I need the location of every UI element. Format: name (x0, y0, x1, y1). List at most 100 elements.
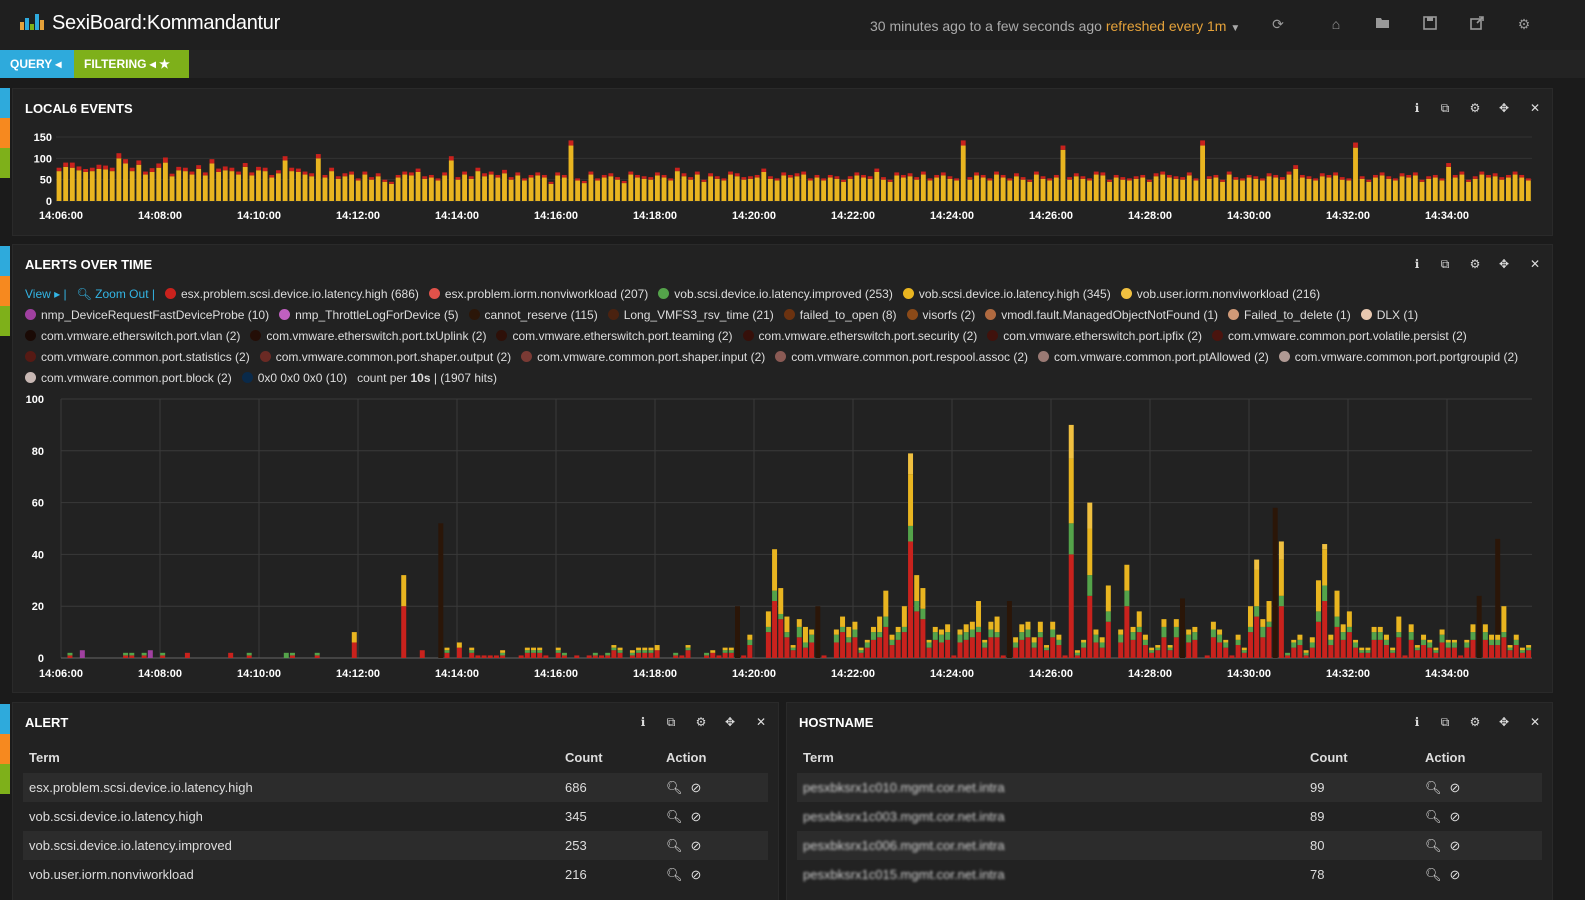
histogram-bar-segment (309, 173, 315, 177)
legend-item[interactable]: vob.user.iorm.nonviworkload (216) (1120, 287, 1320, 301)
view-menu-link[interactable]: View ▸ | (25, 287, 67, 301)
legend-item[interactable]: visorfs (2) (906, 308, 975, 322)
stacked-bar-segment (1309, 637, 1315, 643)
refresh-interval[interactable]: refreshed every 1m (1105, 18, 1227, 34)
close-icon[interactable]: ✕ (1529, 715, 1541, 729)
ban-icon[interactable]: ⊘ (690, 780, 702, 795)
legend-item[interactable]: com.vmware.etherswitch.port.vlan (2) (25, 329, 240, 343)
save-icon[interactable] (1421, 16, 1439, 34)
legend-item[interactable]: nmp_ThrottleLogForDevice (5) (279, 308, 459, 322)
close-icon[interactable]: ✕ (1529, 101, 1541, 115)
legend-item[interactable]: com.vmware.etherswitch.port.ipfix (2) (987, 329, 1202, 343)
histogram-bar (1399, 176, 1405, 201)
legend-item[interactable]: vob.scsi.device.io.latency.improved (253… (658, 287, 893, 301)
column-header-term[interactable]: Term (803, 750, 834, 765)
close-icon[interactable]: ✕ (755, 715, 767, 729)
legend-item[interactable]: Failed_to_delete (1) (1227, 308, 1351, 322)
legend-item[interactable]: cannot_reserve (115) (468, 308, 598, 322)
move-icon[interactable]: ✥ (1498, 257, 1510, 271)
search-icon[interactable]: 🔍︎ (1425, 780, 1442, 795)
move-icon[interactable]: ✥ (724, 715, 736, 729)
info-icon[interactable]: ℹ (1414, 715, 1420, 729)
info-icon[interactable]: ℹ (1414, 101, 1420, 115)
histogram-bar (295, 171, 301, 201)
histogram-bar (987, 180, 993, 201)
gear-icon[interactable]: ⚙ (1517, 16, 1531, 32)
search-icon[interactable]: 🔍︎ (1425, 838, 1442, 853)
move-icon[interactable]: ✥ (1498, 715, 1510, 729)
legend-item[interactable]: com.vmware.etherswitch.port.teaming (2) (496, 329, 733, 343)
legend-item[interactable]: nmp_DeviceRequestFastDeviceProbe (10) (25, 308, 269, 322)
close-icon[interactable]: ✕ (1529, 257, 1541, 271)
legend-item[interactable]: Long_VMFS3_rsv_time (21) (607, 308, 774, 322)
column-header-count[interactable]: Count (1310, 750, 1348, 765)
search-icon[interactable]: 🔍︎ (1425, 809, 1442, 824)
inspect-icon[interactable]: ⧉ (1440, 715, 1450, 729)
histogram-bar (1273, 177, 1279, 201)
legend-item[interactable]: esx.problem.iorm.nonviworkload (207) (428, 287, 648, 301)
search-icon[interactable]: 🔍︎ (666, 780, 683, 795)
ban-icon[interactable]: ⊘ (690, 867, 702, 882)
refresh-icon[interactable]: ⟳ (1272, 16, 1284, 32)
search-icon[interactable]: 🔍︎ (1425, 867, 1442, 882)
stacked-bar-segment (1445, 642, 1451, 648)
share-icon[interactable] (1468, 16, 1486, 34)
time-range-picker[interactable]: 30 minutes ago to a few seconds ago refr… (870, 18, 1240, 34)
home-icon[interactable]: ⌂ (1331, 16, 1341, 32)
gear-icon[interactable]: ⚙ (695, 715, 707, 729)
legend-item[interactable]: com.vmware.etherswitch.port.txUplink (2) (250, 329, 486, 343)
histogram-bar (143, 174, 148, 201)
ban-icon[interactable]: ⊘ (1449, 809, 1461, 824)
ban-icon[interactable]: ⊘ (690, 838, 702, 853)
legend-item[interactable]: com.vmware.common.port.respool.assoc (2) (775, 350, 1028, 364)
legend-label: com.vmware.etherswitch.port.vlan (2) (41, 329, 241, 343)
column-header-term[interactable]: Term (29, 750, 60, 765)
legend-item[interactable]: 0x0 0x0 0x0 (10) (241, 371, 347, 385)
brand[interactable]: SexiBoard:Kommandantur (20, 12, 280, 35)
zoom-out-link[interactable]: 🔍︎ Zoom Out | (76, 287, 155, 301)
gear-icon[interactable]: ⚙ (1469, 715, 1481, 729)
ban-icon[interactable]: ⊘ (1449, 867, 1461, 882)
inspect-icon[interactable]: ⧉ (666, 715, 676, 729)
gear-icon[interactable]: ⚙ (1469, 101, 1481, 115)
legend-item[interactable]: com.vmware.common.port.ptAllowed (2) (1038, 350, 1269, 364)
events-histogram[interactable]: 150 100 50 0 14:06:00 14:08:00 14:10:00 14:12:0… (13, 89, 1554, 237)
legend-item[interactable]: com.vmware.common.port.shaper.input (2) (521, 350, 765, 364)
ban-icon[interactable]: ⊘ (1449, 780, 1461, 795)
legend-item[interactable]: com.vmware.common.port.volatile.persist … (1212, 329, 1467, 343)
column-header-count[interactable]: Count (565, 750, 603, 765)
inspect-icon[interactable]: ⧉ (1440, 101, 1450, 115)
filtering-pill[interactable]: FILTERING ◂ ★ (74, 50, 189, 78)
folder-open-icon[interactable] (1374, 16, 1392, 34)
search-icon[interactable]: 🔍︎ (666, 867, 683, 882)
histogram-bar (162, 162, 168, 201)
legend-item[interactable]: vob.scsi.device.io.latency.high (345) (902, 287, 1111, 301)
search-icon[interactable]: 🔍︎ (666, 809, 683, 824)
legend-item[interactable]: vmodl.fault.ManagedObjectNotFound (1) (985, 308, 1218, 322)
legend-item[interactable]: com.vmware.common.port.block (2) (25, 371, 232, 385)
info-icon[interactable]: ℹ (1414, 257, 1420, 271)
legend-item[interactable]: com.vmware.etherswitch.port.security (2) (742, 329, 977, 343)
ban-icon[interactable]: ⊘ (1449, 838, 1461, 853)
ban-icon[interactable]: ⊘ (690, 809, 702, 824)
legend-item[interactable]: DLX (1) (1360, 308, 1418, 322)
legend-item[interactable]: esx.problem.scsi.device.io.latency.high … (164, 287, 419, 301)
histogram-bar-segment (841, 179, 846, 182)
inspect-icon[interactable]: ⧉ (1440, 257, 1450, 271)
move-icon[interactable]: ✥ (1498, 101, 1510, 115)
info-icon[interactable]: ℹ (640, 715, 646, 729)
histogram-bar-segment (116, 153, 122, 159)
query-pill[interactable]: QUERY ◂ (0, 50, 74, 78)
legend-item[interactable]: com.vmware.common.port.portgroupid (2) (1278, 350, 1518, 364)
histogram-bar (362, 174, 368, 201)
stacked-bar-segment (1328, 645, 1334, 658)
stacked-bar-segment (1476, 595, 1482, 658)
stacked-bar-segment (648, 647, 654, 651)
stacked-bar-segment (1328, 634, 1334, 640)
legend-item[interactable]: com.vmware.common.port.shaper.output (2) (259, 350, 511, 364)
legend-item[interactable]: failed_to_open (8) (783, 308, 897, 322)
legend-item[interactable]: com.vmware.common.port.statistics (2) (25, 350, 250, 364)
gear-icon[interactable]: ⚙ (1469, 257, 1481, 271)
histogram-bar (1426, 178, 1432, 201)
search-icon[interactable]: 🔍︎ (666, 838, 683, 853)
